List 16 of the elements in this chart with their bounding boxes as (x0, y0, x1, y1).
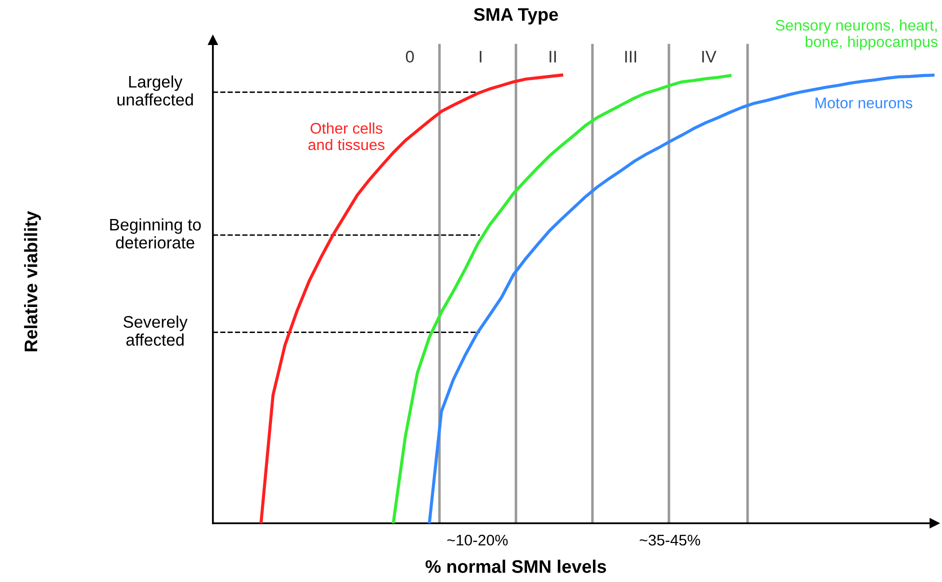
x-tick-label: ~10-20% (447, 534, 508, 546)
text: Relative viability (24, 211, 41, 352)
series-label: Other cells and tissues (308, 122, 384, 150)
ref-line-label: Severely affected (124, 316, 188, 346)
text: III (625, 50, 636, 62)
text: Sensory neurons, heart, bone, hippocampus (776, 19, 938, 50)
x-tick-label: ~35-45% (640, 534, 700, 546)
ref-line-label: Largely unaffected (117, 75, 193, 106)
text: IV (702, 50, 716, 62)
text: I (480, 50, 482, 62)
ref-line-label: Beginning to deteriorate (110, 218, 201, 249)
chart-title: SMA Type (474, 8, 558, 24)
text: II (550, 50, 556, 62)
x-axis-title: % normal SMN levels (426, 560, 606, 573)
text: 0 (406, 50, 414, 63)
series-label: Motor neurons (816, 98, 912, 108)
